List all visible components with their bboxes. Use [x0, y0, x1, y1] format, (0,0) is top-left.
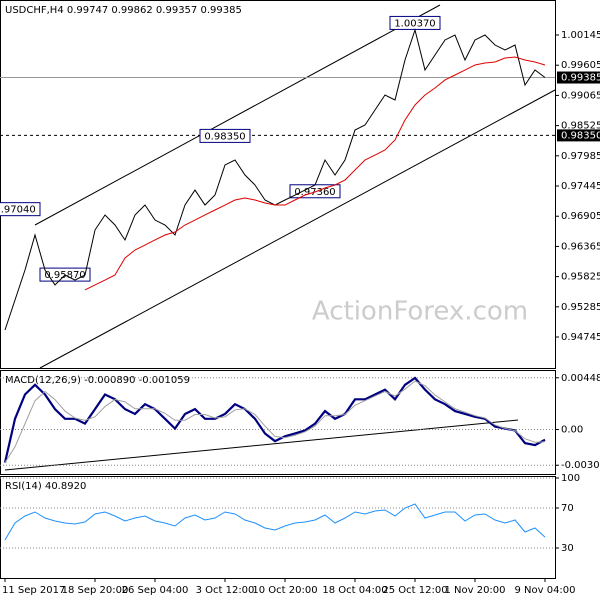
y-tick-label: -0.003099	[561, 460, 600, 471]
channel-lower	[39, 89, 556, 369]
y-tick-label: 0.004489	[561, 373, 600, 384]
x-tick-label: 10 Oct 20:00	[252, 585, 317, 596]
y-tick-label: 0.99065	[561, 90, 600, 101]
y-tick-label: 0.97445	[561, 181, 600, 192]
level-label: 0.98350	[561, 130, 600, 141]
y-tick-label: 100	[561, 473, 580, 484]
y-tick-label: 0.95825	[561, 272, 600, 283]
annotation-box	[0, 202, 41, 217]
y-tick-label: 0.94745	[561, 332, 600, 343]
x-tick-label: 9 Nov 04:00	[514, 585, 575, 596]
series-line	[4, 28, 546, 331]
y-tick-label: 0.96365	[561, 241, 600, 252]
y-tick-label: 0.98525	[561, 121, 600, 132]
x-tick-label: 3 Oct 12:00	[196, 585, 255, 596]
channel-upper	[34, 4, 441, 226]
x-tick-label: 1 Nov 20:00	[444, 585, 505, 596]
y-tick-label: 0.97985	[561, 151, 600, 162]
macd-title: MACD(12,26,9) -0.000890 -0.001059	[5, 375, 190, 386]
rsi-title: RSI(14) 40.8920	[5, 481, 86, 492]
x-tick-label: 18 Oct 04:00	[322, 585, 387, 596]
series-line	[3, 376, 546, 463]
y-tick-label: 30	[561, 543, 574, 554]
y-tick-label: 1.00145	[561, 30, 600, 41]
x-tick-label: 18 Sep 20:00	[62, 585, 129, 596]
level-label-bg	[557, 129, 600, 142]
price-title: USDCHF,H4 0.99747 0.99862 0.99357 0.9938…	[5, 5, 242, 16]
y-tick-label: 0.99605	[561, 60, 600, 71]
series-line	[4, 503, 546, 541]
macd-trendline	[4, 419, 519, 471]
price-label-bg	[557, 71, 600, 84]
watermark: ActionForex.com	[312, 297, 528, 327]
y-tick-label: 0.96905	[561, 211, 600, 222]
rsi-panel	[0, 476, 556, 579]
y-tick-label: 0.00	[561, 425, 583, 436]
y-tick-label: 0.95285	[561, 302, 600, 313]
x-tick-label: 11 Sep 2017	[2, 585, 65, 596]
price-label: 0.99385	[561, 73, 600, 84]
series-line	[84, 56, 546, 291]
x-tick-label: 25 Oct 12:00	[382, 585, 447, 596]
price-panel	[0, 0, 556, 369]
y-tick-label: 70	[561, 503, 574, 514]
annotation-label: 1.00370	[394, 18, 435, 29]
annotation-box	[199, 128, 251, 143]
macd-panel	[0, 370, 556, 475]
series-line	[4, 380, 546, 463]
annotation-label: 0.98350	[204, 131, 245, 142]
annotation-label: 0.97040	[0, 205, 36, 216]
x-tick-label: 26 Sep 04:00	[122, 585, 189, 596]
